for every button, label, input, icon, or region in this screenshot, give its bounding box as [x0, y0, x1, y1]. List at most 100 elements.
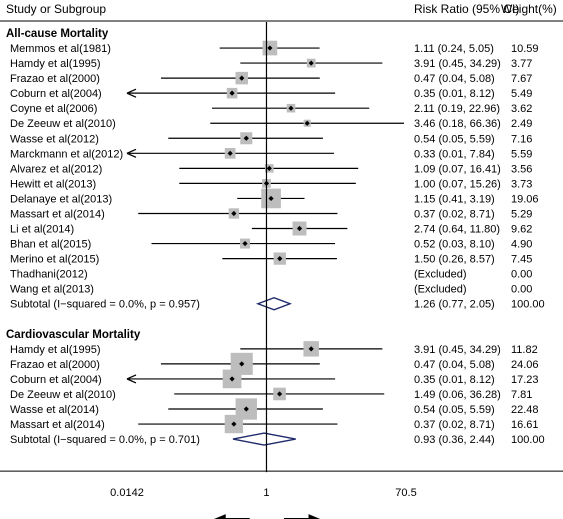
x-tick-label: 70.5 [395, 487, 416, 499]
header-study: Study or Subgroup [6, 2, 106, 16]
favour-right-arrowhead [308, 514, 321, 519]
weight-value: 10.59 [511, 43, 539, 55]
weight-value: 19.06 [511, 193, 539, 205]
study-label: Wasse et al(2014) [10, 404, 99, 416]
point-estimate [227, 150, 233, 156]
point-estimate [304, 120, 310, 126]
favour-footer: Favour vitamin D treatmentFavour no vita… [214, 514, 321, 519]
point-estimate [242, 240, 248, 247]
weight-value: 5.49 [511, 88, 532, 100]
ci-arrow [126, 148, 137, 158]
point-estimate [277, 256, 283, 262]
favour-left-arrowhead [214, 514, 226, 519]
subtotal-diamond [255, 296, 293, 311]
point-estimate [276, 391, 283, 397]
weight-value: 3.56 [511, 163, 532, 175]
study-label: Thadhani(2012) [10, 269, 88, 281]
ci-arrow [126, 374, 137, 384]
risk-ratio-value: 0.35 (0.01, 8.12) [414, 374, 495, 386]
risk-ratio-value: 3.46 (0.18, 66.36) [414, 118, 501, 130]
subtotal-diamond [232, 432, 296, 446]
risk-ratio-value: 0.54 (0.05, 5.59) [414, 133, 495, 145]
risk-ratio-value: 1.00 (0.07, 15.26) [414, 178, 501, 190]
risk-ratio-value: (Excluded) [414, 269, 467, 281]
risk-ratio-value: 1.49 (0.06, 36.28) [414, 389, 501, 401]
point-estimate [296, 225, 303, 232]
weight-value: 11.82 [511, 344, 538, 356]
risk-ratio-value: 1.11 (0.24, 5.05) [414, 43, 494, 55]
point-estimate [288, 105, 294, 111]
study-label: De Zeeuw et al(2010) [10, 118, 116, 130]
x-tick-label: 1 [263, 487, 269, 499]
risk-ratio-value: 0.37 (0.02, 8.71) [414, 419, 495, 431]
point-estimate [229, 376, 235, 382]
study-label: Coyne et al(2006) [10, 103, 97, 115]
risk-ratio-value: 0.33 (0.01, 7.84) [414, 148, 495, 160]
subtotal-label: Subtotal (I−squared = 0.0%, p = 0.957) [10, 299, 200, 311]
point-estimate [267, 45, 273, 51]
group-title: All-cause Mortality [6, 28, 109, 40]
point-estimate [239, 361, 245, 367]
weight-value: 5.29 [511, 208, 532, 220]
risk-ratio-value: 2.11 (0.19, 22.96) [414, 103, 500, 115]
study-label: Coburn et al(2004) [10, 88, 102, 100]
risk-ratio-value: 0.47 (0.04, 5.08) [414, 73, 495, 85]
point-estimate [243, 135, 249, 141]
risk-ratio-value: 3.91 (0.45, 34.29) [414, 344, 501, 356]
weight-value: 16.61 [511, 419, 539, 431]
study-label: Frazao et al(2000) [10, 73, 100, 85]
point-estimate [231, 210, 237, 217]
risk-ratio-value: 1.50 (0.26, 8.57) [414, 254, 495, 266]
weight-value: 0.00 [511, 269, 532, 281]
study-label: Coburn et al(2004) [10, 374, 102, 386]
study-label: Alvarez et al(2012) [10, 163, 102, 175]
weight-value: 24.06 [511, 359, 539, 371]
study-label: Hewitt et al(2013) [10, 178, 96, 190]
weight-value: 7.67 [511, 73, 532, 85]
weight-value: 3.73 [511, 178, 532, 190]
risk-ratio-value: 0.35 (0.01, 8.12) [414, 88, 495, 100]
study-label: Marckmann et al(2012) [10, 148, 123, 160]
risk-ratio-value: (Excluded) [414, 284, 467, 296]
subtotal-weight: 100.00 [511, 299, 545, 311]
header-risk-ratio: Risk Ratio (95% CI) [414, 2, 519, 16]
weight-value: 3.62 [511, 103, 532, 115]
study-label: Bhan et al(2015) [10, 239, 91, 251]
study-label: Wang et al(2013) [10, 284, 94, 296]
point-estimate [268, 195, 274, 202]
study-label: Merino et al(2015) [10, 254, 99, 266]
study-label: Delanaye et al(2013) [10, 193, 112, 205]
point-estimate [239, 75, 245, 81]
weight-value: 9.62 [511, 224, 532, 236]
risk-ratio-value: 2.74 (0.64, 11.80) [414, 224, 500, 236]
group-title: Cardiovascular Mortality [6, 329, 141, 341]
point-estimate [243, 406, 249, 412]
risk-ratio-value: 3.91 (0.45, 34.29) [414, 58, 501, 70]
x-tick-label: 0.0142 [110, 487, 144, 499]
subtotal-weight: 100.00 [511, 434, 545, 446]
weight-value: 7.45 [511, 254, 532, 266]
risk-ratio-value: 0.47 (0.04, 5.08) [414, 359, 495, 371]
weight-value: 4.90 [511, 239, 532, 251]
x-axis: 0.0142 1 70.5 [0, 22, 563, 499]
point-estimate [229, 90, 235, 96]
risk-ratio-value: 1.09 (0.07, 16.41) [414, 163, 501, 175]
weight-value: 0.00 [511, 284, 532, 296]
weight-value: 17.23 [511, 374, 539, 386]
weight-value: 22.48 [511, 404, 539, 416]
weight-value: 5.59 [511, 148, 532, 160]
point-estimate [308, 60, 314, 66]
plot-rows: All-cause Mortality Memmos et al(1981) 1.1… [6, 28, 545, 446]
study-label: De Zeeuw et al(2010) [10, 389, 116, 401]
study-label: Hamdy et al(1995) [10, 58, 101, 70]
study-label: Frazao et al(2000) [10, 359, 100, 371]
subtotal-risk-ratio: 1.26 (0.77, 2.05) [414, 299, 495, 311]
study-label: Massart et al(2014) [10, 419, 105, 431]
study-label: Memmos et al(1981) [10, 43, 111, 55]
column-headers: Study or Subgroup Risk Ratio (95% CI) We… [0, 2, 563, 22]
study-label: Wasse et al(2012) [10, 133, 99, 145]
point-estimate [231, 421, 237, 427]
point-estimate [308, 346, 314, 352]
weight-value: 7.16 [511, 133, 532, 145]
